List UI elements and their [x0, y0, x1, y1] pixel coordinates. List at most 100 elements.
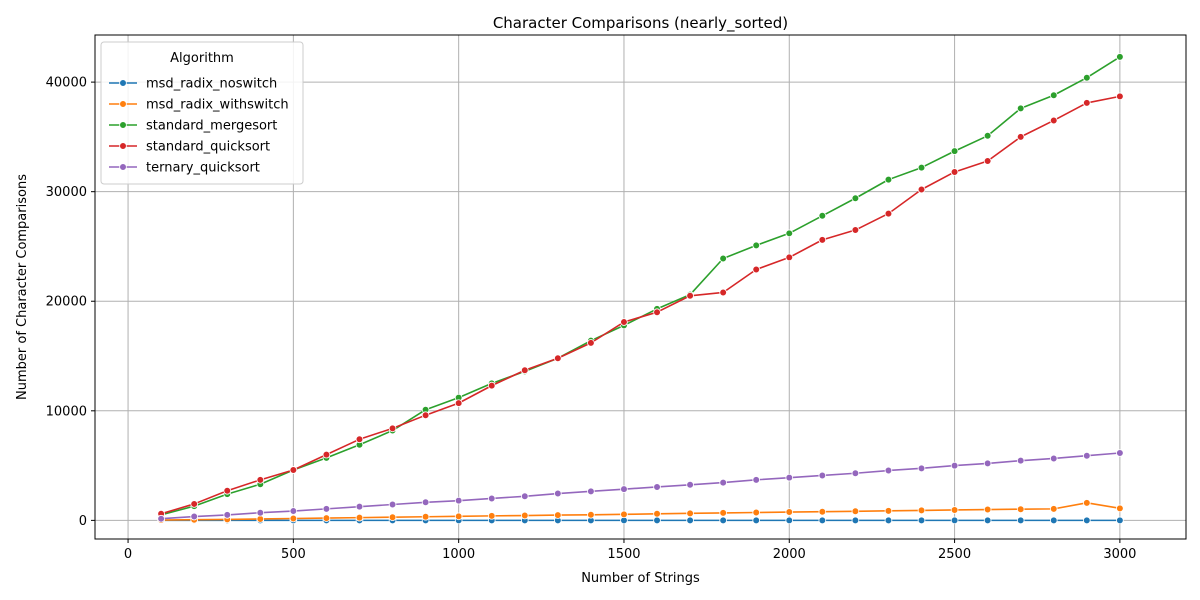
- data-point: [719, 254, 727, 263]
- legend-label: msd_radix_noswitch: [146, 77, 277, 92]
- legend-marker: [119, 142, 127, 150]
- series-standard_quicksort: [157, 92, 1124, 518]
- data-point: [917, 464, 926, 473]
- data-point: [686, 480, 694, 489]
- data-point: [1049, 116, 1058, 125]
- data-point: [752, 241, 761, 250]
- data-point: [785, 473, 794, 482]
- data-point: [487, 381, 496, 390]
- data-point: [785, 516, 794, 525]
- data-point: [355, 502, 364, 511]
- legend-marker: [119, 121, 127, 129]
- data-point: [950, 147, 959, 155]
- y-tick-label: 0: [79, 514, 87, 529]
- legend-label: standard_quicksort: [146, 140, 270, 155]
- data-point: [388, 500, 397, 509]
- data-point: [355, 435, 364, 444]
- data-point: [454, 399, 463, 407]
- data-point: [190, 500, 198, 508]
- data-point: [1016, 456, 1025, 465]
- data-point: [950, 516, 959, 525]
- data-point: [554, 354, 562, 363]
- data-point: [851, 507, 860, 516]
- data-point: [884, 507, 893, 515]
- data-point: [421, 411, 430, 419]
- data-point: [388, 424, 397, 433]
- chart-title: Character Comparisons (nearly_sorted): [493, 14, 788, 33]
- data-point: [587, 339, 595, 347]
- data-point: [421, 512, 430, 521]
- data-point: [1016, 104, 1025, 113]
- data-point: [388, 513, 397, 521]
- legend-item-standard_mergesort: standard_mergesort: [109, 119, 277, 134]
- y-axis: 0 10000 20000 30000 40000: [46, 76, 95, 529]
- data-point: [1116, 53, 1124, 61]
- data-point: [818, 507, 827, 516]
- data-point: [620, 485, 628, 493]
- data-point: [520, 511, 529, 520]
- series-msd_radix_withswitch: [157, 499, 1124, 524]
- data-point: [917, 516, 926, 525]
- data-point: [1083, 99, 1091, 107]
- data-point: [454, 496, 463, 505]
- legend-item-standard_quicksort: standard_quicksort: [109, 140, 270, 155]
- legend-label: standard_mergesort: [146, 119, 277, 134]
- series-line-ternary_quicksort: [161, 452, 1120, 520]
- data-point: [719, 516, 727, 525]
- data-point: [818, 211, 827, 220]
- y-tick-label: 10000: [46, 404, 87, 419]
- data-point: [983, 157, 992, 165]
- data-point: [1016, 516, 1025, 525]
- series-layer: [157, 53, 1124, 525]
- legend-marker: [119, 79, 127, 87]
- data-point: [256, 476, 265, 484]
- plot-frame: [94, 34, 1187, 540]
- data-point: [620, 510, 628, 519]
- legend-item-msd_radix_withswitch: msd_radix_withswitch: [109, 98, 289, 113]
- data-point: [1016, 133, 1025, 141]
- data-point: [454, 512, 463, 521]
- data-point: [322, 514, 331, 522]
- data-point: [223, 511, 232, 519]
- data-point: [256, 515, 265, 523]
- data-point: [1116, 92, 1124, 101]
- data-point: [223, 486, 232, 495]
- data-point: [851, 516, 860, 525]
- legend-label: ternary_quicksort: [146, 161, 260, 176]
- data-point: [686, 291, 694, 300]
- data-point: [1083, 516, 1091, 525]
- data-point: [1083, 499, 1091, 507]
- data-point: [1116, 504, 1124, 513]
- legend-item-ternary_quicksort: ternary_quicksort: [109, 161, 260, 176]
- data-point: [818, 471, 827, 480]
- data-point: [1016, 505, 1025, 513]
- legend-item-msd_radix_noswitch: msd_radix_noswitch: [109, 77, 277, 92]
- data-point: [917, 506, 926, 515]
- data-point: [884, 516, 893, 525]
- data-point: [190, 512, 198, 521]
- data-point: [520, 366, 529, 375]
- data-point: [752, 476, 761, 484]
- data-point: [719, 509, 727, 517]
- data-point: [520, 492, 529, 501]
- x-tick-label: 2500: [938, 547, 971, 562]
- x-axis-label: Number of Strings: [581, 571, 700, 586]
- series-line-standard_quicksort: [160, 95, 1121, 515]
- y-tick-label: 30000: [46, 185, 87, 200]
- y-axis-label: Number of Character Comparisons: [15, 174, 30, 400]
- data-point: [322, 450, 331, 459]
- data-point: [950, 168, 959, 176]
- data-point: [983, 459, 992, 468]
- data-point: [1049, 516, 1058, 525]
- series-line-msd_radix_withswitch: [161, 502, 1121, 521]
- data-point: [851, 226, 860, 234]
- x-tick-label: 0: [124, 547, 132, 562]
- data-point: [653, 509, 661, 518]
- legend-title: Algorithm: [170, 51, 234, 66]
- legend-marker: [119, 163, 127, 171]
- data-point: [884, 209, 893, 218]
- data-point: [587, 510, 595, 519]
- data-point: [587, 487, 595, 496]
- data-point: [983, 516, 992, 525]
